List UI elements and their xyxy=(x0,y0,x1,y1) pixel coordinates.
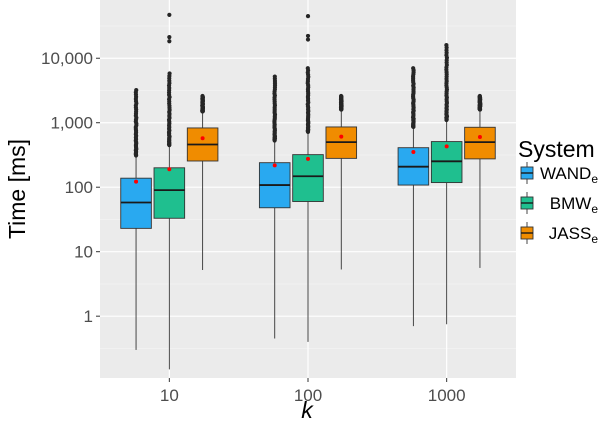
outlier-point xyxy=(200,93,205,99)
outlier-point xyxy=(167,35,172,40)
legend-label: JASSe xyxy=(549,224,599,246)
legend: System WANDe BMWe JASSe xyxy=(518,136,598,246)
mean-point xyxy=(200,136,205,141)
x-tick-label: 1000 xyxy=(428,386,466,405)
box-BMWe-k10 xyxy=(153,12,186,370)
outlier-point xyxy=(167,12,172,17)
outlier-point xyxy=(444,42,449,48)
legend-label: WANDe xyxy=(540,164,598,186)
box-JASSe-k1000 xyxy=(464,93,496,268)
outlier-point xyxy=(167,71,172,76)
outlier-point xyxy=(305,14,311,19)
box-WANDe-k1000 xyxy=(397,66,430,327)
mean-point xyxy=(411,149,416,154)
mean-point xyxy=(134,179,139,184)
box-WANDe-k10 xyxy=(120,88,152,350)
mean-point xyxy=(272,163,277,168)
y-tick-label: 10 xyxy=(74,243,93,262)
y-tick-labels: 1 10 100 1,000 10,000 xyxy=(41,49,100,326)
mean-point xyxy=(444,144,449,149)
outlier-point xyxy=(272,74,277,79)
outlier-point xyxy=(305,33,311,39)
iqr-box xyxy=(464,126,496,160)
outlier-point xyxy=(134,88,139,93)
box-BMWe-k100 xyxy=(292,14,324,342)
legend-key-bmw xyxy=(520,192,534,214)
y-tick-label: 1 xyxy=(84,307,93,326)
outlier-point xyxy=(411,66,416,71)
box-BMWe-k1000 xyxy=(430,42,463,325)
mean-point xyxy=(339,134,344,139)
y-tick-label: 1,000 xyxy=(50,114,93,133)
outlier-point xyxy=(477,93,482,99)
x-tick-label: 100 xyxy=(294,386,322,405)
boxplots xyxy=(120,12,496,370)
outlier-point xyxy=(167,39,172,44)
mean-point xyxy=(477,135,482,140)
y-tick-label: 100 xyxy=(65,178,93,197)
legend-label: BMWe xyxy=(550,194,599,216)
box-WANDe-k100 xyxy=(258,74,291,339)
mean-point xyxy=(306,156,310,161)
mean-point xyxy=(167,167,172,172)
x-axis-title: k xyxy=(301,397,314,423)
y-axis-title: Time [ms] xyxy=(4,139,30,239)
iqr-box xyxy=(292,154,324,202)
box-JASSe-k10 xyxy=(186,93,219,271)
outlier-point xyxy=(305,66,310,71)
outlier-point xyxy=(339,93,344,99)
x-tick-label: 10 xyxy=(160,386,179,405)
legend-key-wand xyxy=(520,162,534,184)
iqr-box xyxy=(153,167,186,219)
box-JASSe-k100 xyxy=(325,93,358,270)
outlier-point xyxy=(305,37,311,42)
x-tick-labels: 10 100 1000 xyxy=(160,378,466,405)
y-tick-label: 10,000 xyxy=(41,49,93,68)
legend-key-jass xyxy=(520,222,534,244)
legend-title: System xyxy=(518,136,595,162)
